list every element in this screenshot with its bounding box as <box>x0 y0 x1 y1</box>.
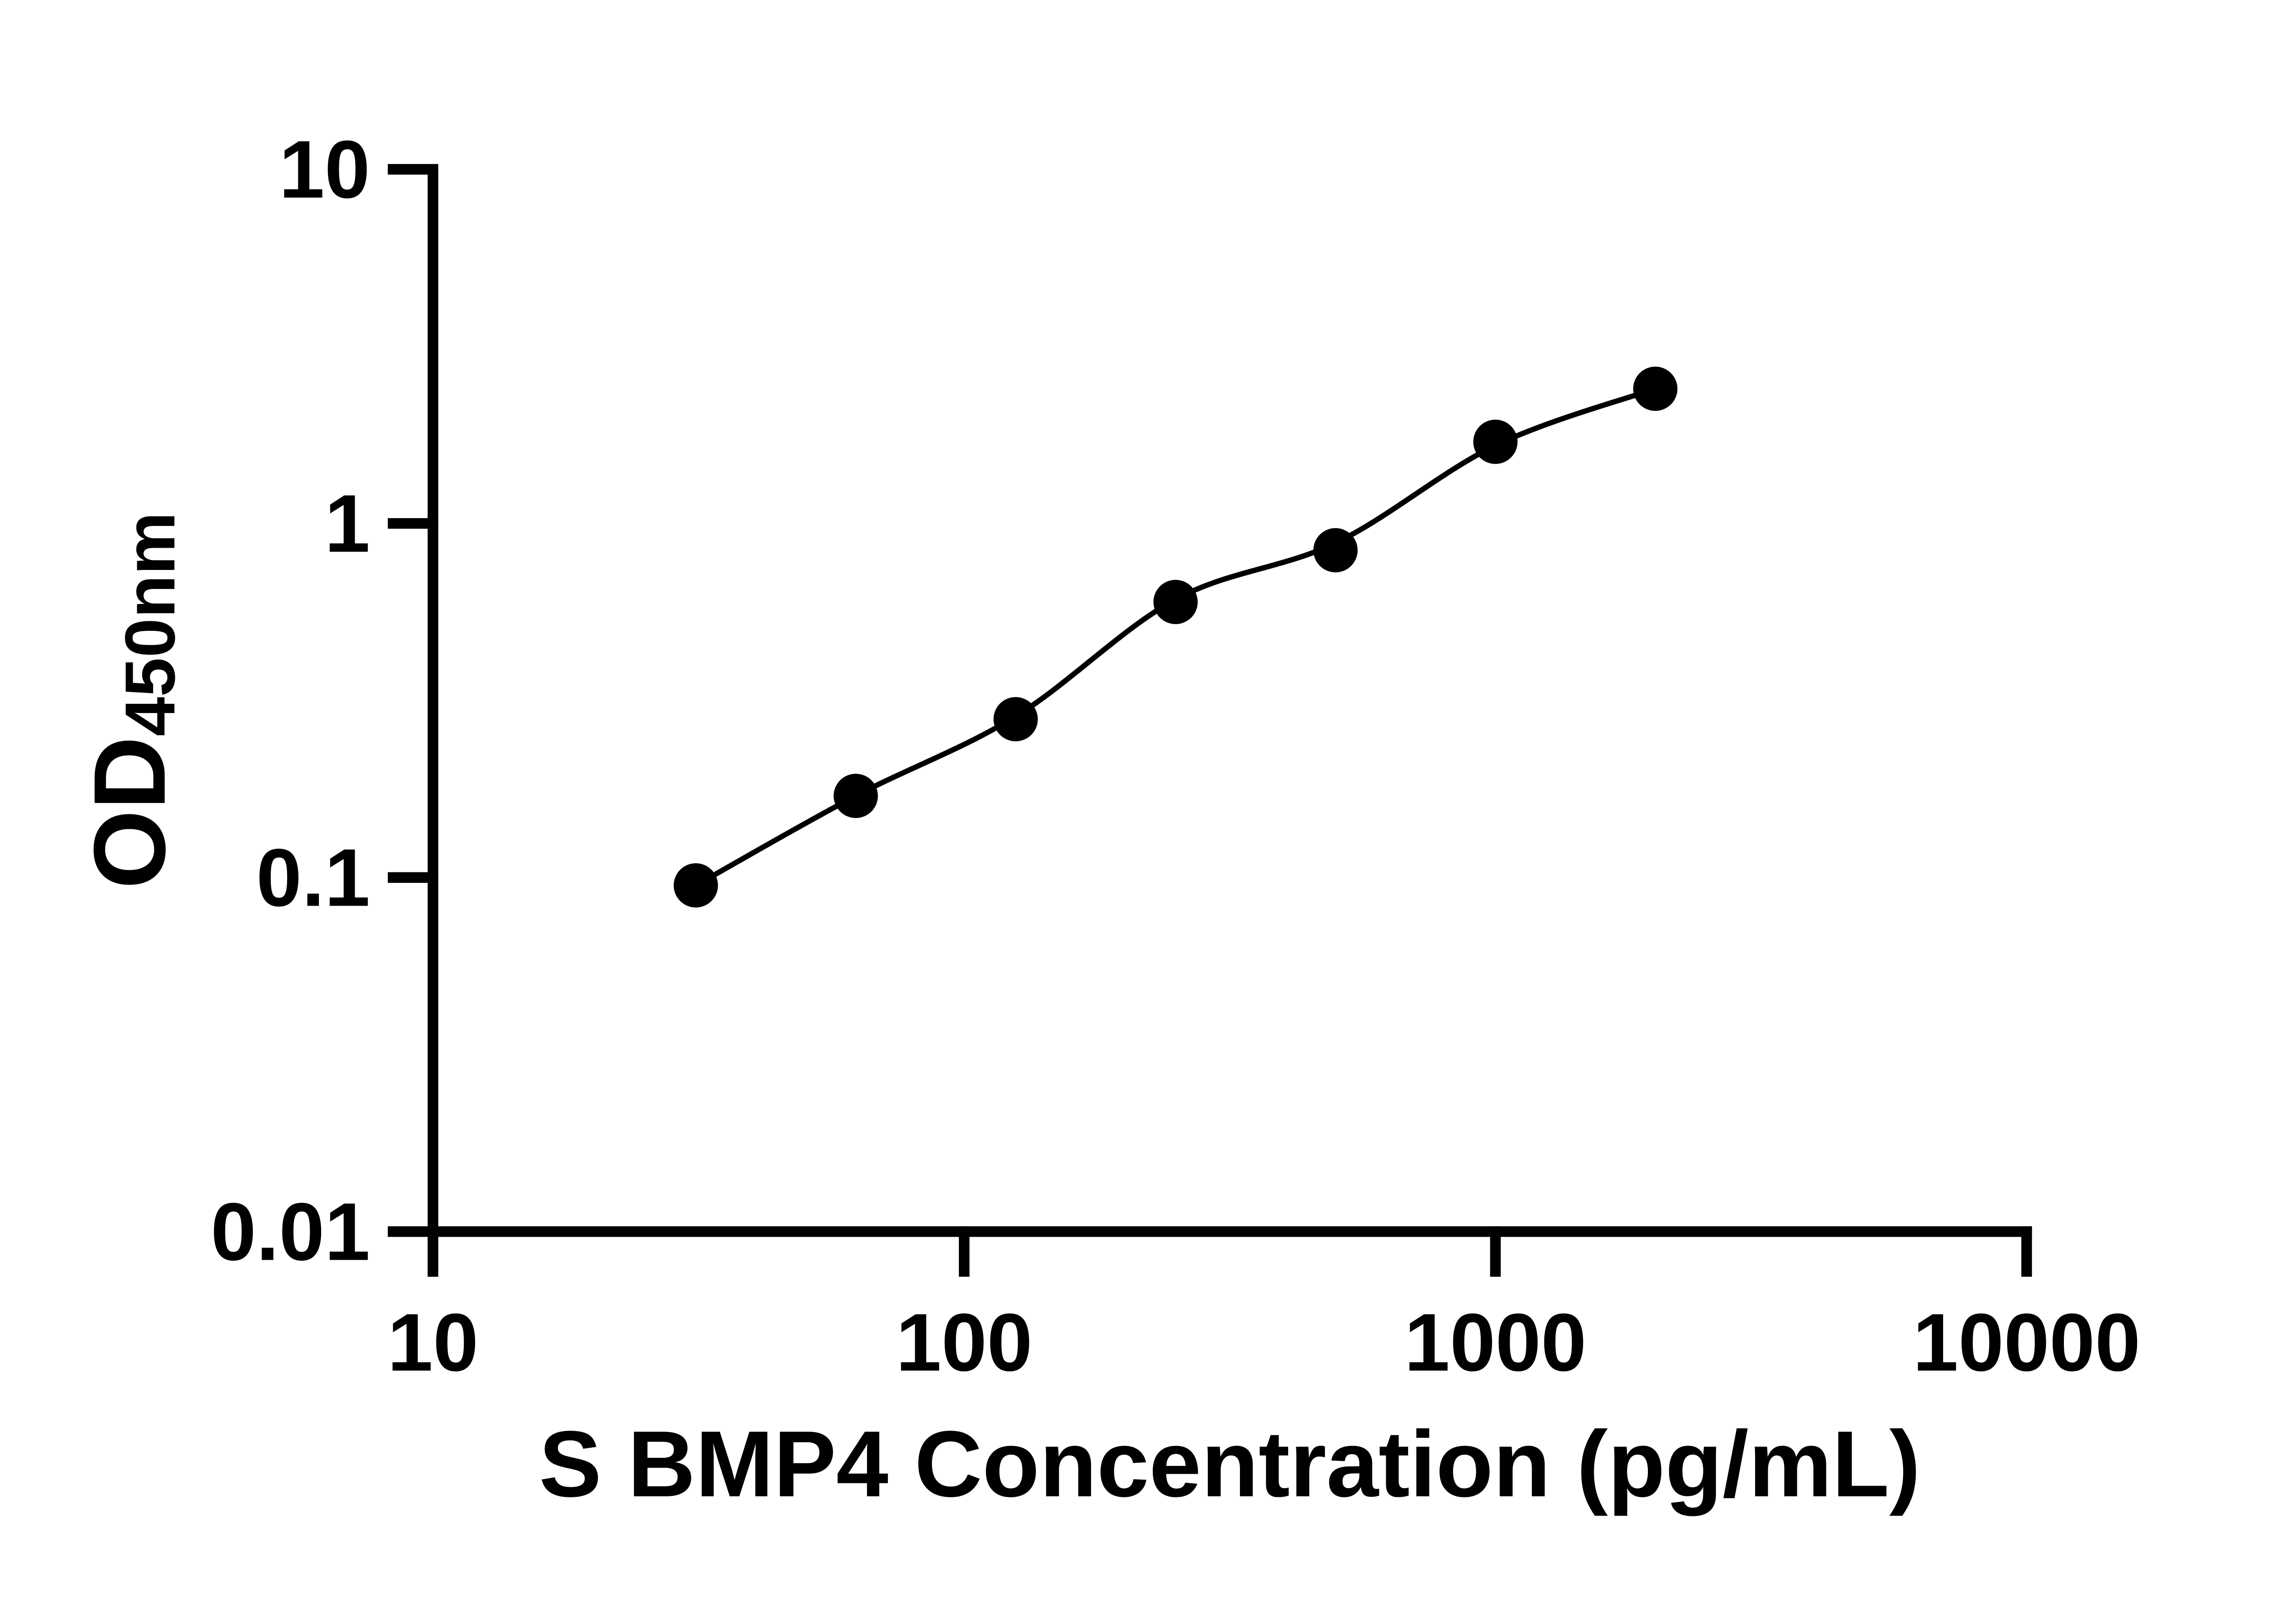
data-point <box>1313 528 1358 573</box>
y-tick-label: 0.1 <box>256 832 370 924</box>
x-axis-title: S BMP4 Concentration (pg/mL) <box>539 1411 1921 1516</box>
data-point <box>993 697 1038 742</box>
x-tick-label: 10000 <box>1913 1297 2140 1388</box>
y-axis-title: OD450nm <box>73 512 190 889</box>
y-axis-title-main: OD <box>73 736 187 889</box>
x-tick-label: 1000 <box>1404 1297 1587 1388</box>
x-tick-label: 100 <box>896 1297 1032 1388</box>
data-points-group <box>674 366 1678 908</box>
axes <box>387 164 2032 1277</box>
data-point <box>1473 420 1518 464</box>
y-tick-label: 0.01 <box>211 1186 370 1277</box>
data-point <box>674 863 718 908</box>
data-point <box>1153 579 1198 624</box>
y-axis-title-subscript: 450nm <box>111 512 190 736</box>
data-point <box>1633 366 1678 411</box>
y-tick-label: 1 <box>325 478 370 569</box>
y-tick-label: 10 <box>279 124 370 215</box>
data-point <box>833 773 878 818</box>
x-tick-label: 10 <box>387 1297 479 1388</box>
y-tick-labels: 0.01 0.1 1 10 <box>211 124 370 1277</box>
x-tick-labels: 10 100 1000 10000 <box>387 1297 2141 1388</box>
